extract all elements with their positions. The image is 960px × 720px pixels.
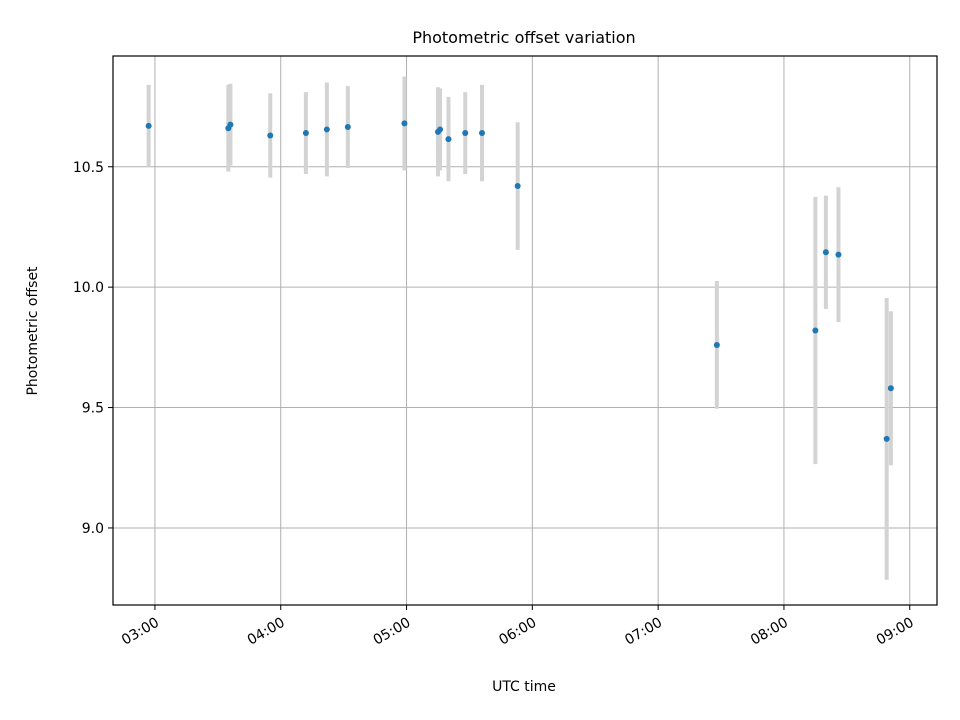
x-tick-label: 08:00 <box>748 615 791 649</box>
data-point <box>302 130 309 137</box>
data-point <box>445 136 452 143</box>
data-point <box>267 132 274 139</box>
y-axis-label: Photometric offset <box>25 266 41 396</box>
data-point <box>479 130 486 137</box>
data-point <box>887 385 894 392</box>
data-point <box>145 122 152 129</box>
point-layer <box>145 120 894 442</box>
x-axis-ticks: 03:00 04:00 05:00 06:00 07:00 08:00 09:00 <box>119 605 917 649</box>
data-point <box>227 121 234 128</box>
x-tick-label: 05:00 <box>371 615 414 649</box>
data-point <box>835 251 842 258</box>
data-point <box>514 183 521 190</box>
plot-area-frame <box>112 55 938 606</box>
x-axis-label: UTC time <box>492 679 556 695</box>
x-tick-label: 04:00 <box>245 615 288 649</box>
data-point <box>713 341 720 348</box>
data-point <box>812 327 819 334</box>
grid-layer <box>113 56 937 605</box>
y-tick-label: 9.0 <box>82 521 104 537</box>
chart-title: Photometric offset variation <box>412 28 635 47</box>
data-point <box>883 435 890 442</box>
x-tick-label: 07:00 <box>622 615 665 649</box>
errorbar-layer <box>146 76 893 580</box>
x-tick-label: 03:00 <box>119 615 162 649</box>
data-point <box>344 124 351 131</box>
data-point <box>462 130 469 137</box>
y-axis-ticks: 9.0 9.5 10.0 10.5 <box>73 160 113 537</box>
x-tick-label: 06:00 <box>496 615 539 649</box>
data-point <box>323 126 330 133</box>
y-tick-label: 9.5 <box>82 401 104 417</box>
data-point <box>822 249 829 256</box>
x-tick-label: 09:00 <box>874 615 917 649</box>
data-point <box>437 126 444 133</box>
y-tick-label: 10.5 <box>73 160 104 176</box>
y-tick-label: 10.0 <box>73 280 104 296</box>
data-point <box>401 120 408 127</box>
